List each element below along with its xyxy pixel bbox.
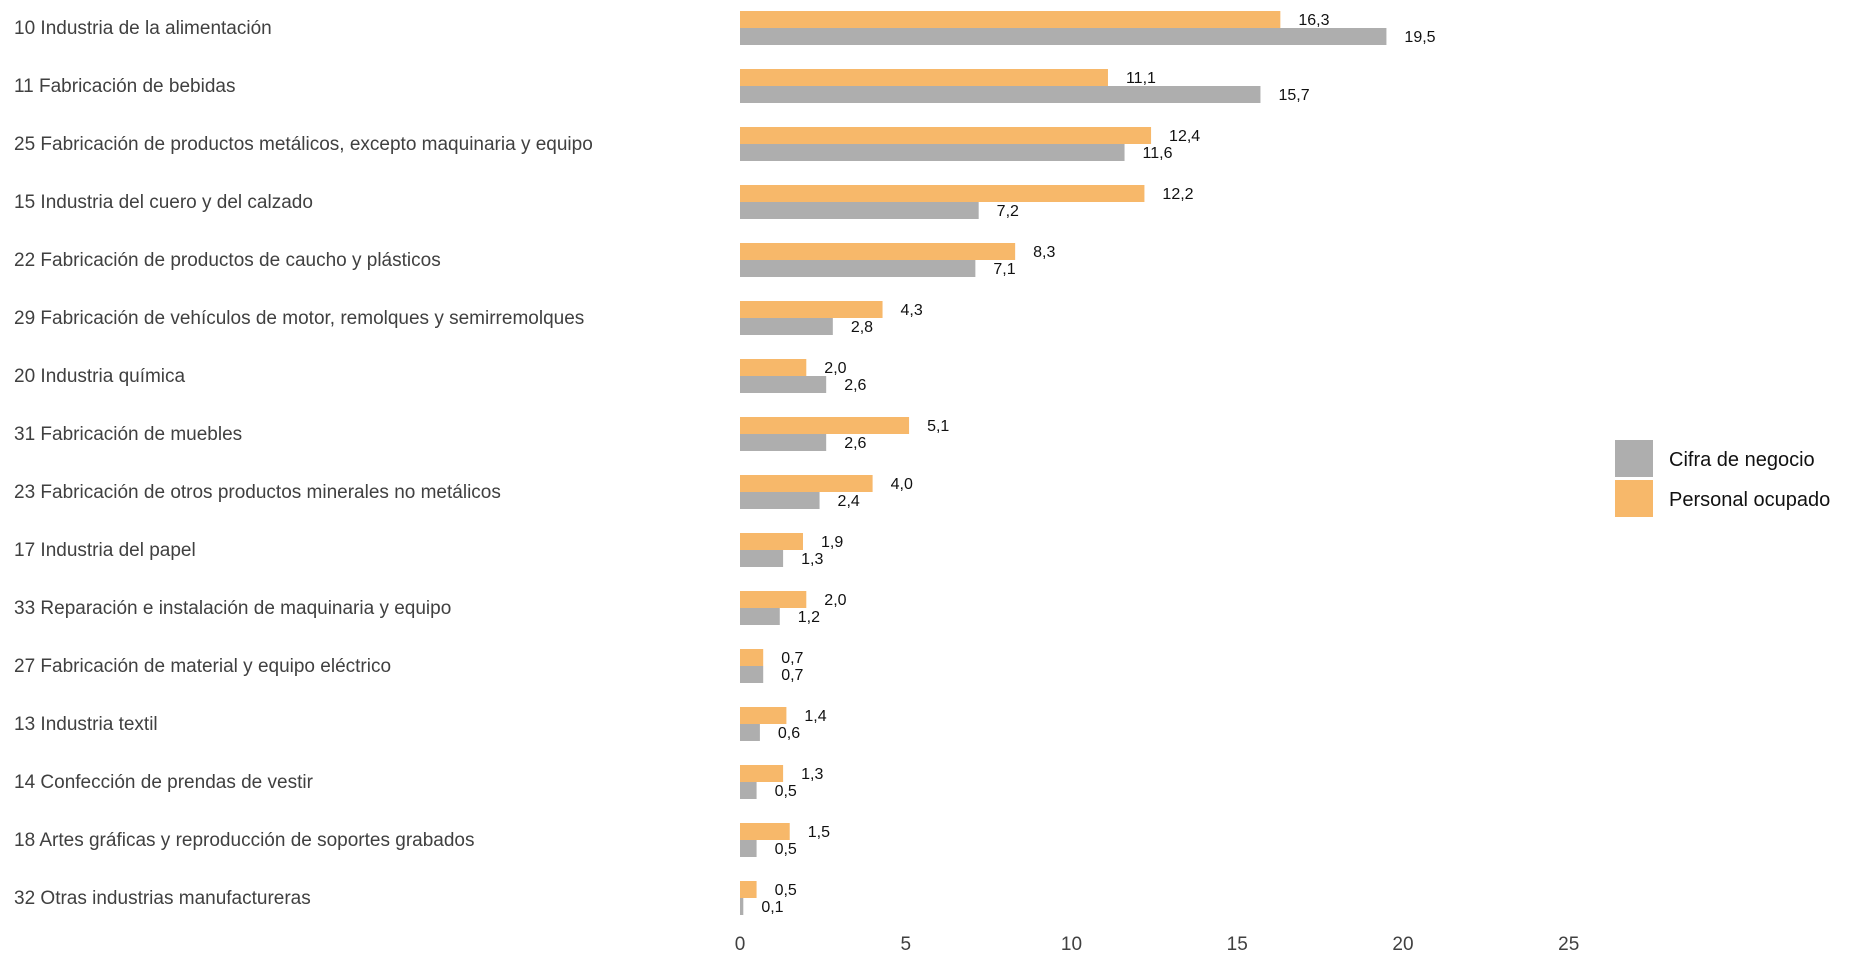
bar-personal-ocupado: [740, 359, 807, 376]
legend: Cifra de negocio Personal ocupado: [1615, 440, 1830, 517]
value-label-cifra-de-negocio: 0,5: [775, 783, 797, 800]
value-labels: 16,3 19,5 11,1 15,7 12,411,6 12,2 7,2 8,3 7,1 4,3…: [761, 12, 1435, 916]
value-label-cifra-de-negocio: 2,6: [844, 435, 866, 452]
value-label-personal-ocupado: 1,3: [801, 766, 823, 783]
bar-personal-ocupado: [740, 533, 803, 550]
bar-cifra-de-negocio: [740, 608, 780, 625]
category-label: 22 Fabricación de productos de caucho y …: [14, 250, 441, 271]
value-label-personal-ocupado: 1,4: [804, 708, 826, 725]
category-label: 15 Industria del cuero y del calzado: [14, 192, 313, 213]
x-tick-label: 25: [1558, 934, 1579, 955]
value-label-cifra-de-negocio: 1,3: [801, 551, 823, 568]
bar-personal-ocupado: [740, 417, 910, 434]
value-label-personal-ocupado: 0,7: [781, 650, 803, 667]
category-label: 18 Artes gráficas y reproducción de sopo…: [14, 830, 475, 851]
value-label-cifra-de-negocio: 15,7: [1278, 87, 1309, 104]
bar-cifra-de-negocio: [740, 492, 820, 509]
value-label-cifra-de-negocio: 19,5: [1404, 29, 1435, 46]
bar-personal-ocupado: [740, 649, 764, 666]
value-label-personal-ocupado: 2,0: [824, 592, 846, 609]
value-label-cifra-de-negocio: 2,6: [844, 377, 866, 394]
bar-personal-ocupado: [740, 765, 784, 782]
bar-personal-ocupado: [740, 823, 790, 840]
value-label-personal-ocupado: 11,1: [1126, 70, 1156, 87]
category-label: 11 Fabricación de bebidas: [14, 76, 235, 97]
legend-label: Cifra de negocio: [1669, 449, 1815, 471]
bar-cifra-de-negocio: [740, 550, 784, 567]
bar-personal-ocupado: [740, 185, 1145, 202]
value-label-cifra-de-negocio: 1,2: [798, 609, 820, 626]
value-label-cifra-de-negocio: 7,1: [993, 261, 1015, 278]
category-label: 23 Fabricación de otros productos minera…: [14, 482, 501, 503]
category-label: 33 Reparación e instalación de maquinari…: [14, 598, 451, 619]
category-labels: 10 Industria de la alimentación 11 Fabric…: [14, 18, 593, 909]
x-tick-label: 0: [735, 934, 746, 955]
bar-personal-ocupado: [740, 301, 883, 318]
bar-personal-ocupado: [740, 591, 807, 608]
value-label-cifra-de-negocio: 2,4: [838, 493, 860, 510]
value-label-personal-ocupado: 1,5: [808, 824, 830, 841]
category-label: 17 Industria del papel: [14, 540, 196, 561]
bar-personal-ocupado: [740, 243, 1016, 260]
bar-personal-ocupado: [740, 475, 873, 492]
bar-cifra-de-negocio: [740, 666, 764, 683]
value-label-personal-ocupado: 4,0: [891, 476, 913, 493]
bar-cifra-de-negocio: [740, 376, 827, 393]
value-label-cifra-de-negocio: 11,6: [1143, 145, 1173, 162]
legend-swatch: [1615, 440, 1653, 477]
value-label-personal-ocupado: 0,5: [775, 882, 797, 899]
value-label-personal-ocupado: 8,3: [1033, 244, 1055, 261]
category-label: 25 Fabricación de productos metálicos, e…: [14, 134, 593, 155]
value-label-personal-ocupado: 12,2: [1162, 186, 1193, 203]
category-label: 20 Industria química: [14, 366, 186, 387]
bar-cifra-de-negocio: [740, 724, 760, 741]
value-label-cifra-de-negocio: 0,7: [781, 667, 803, 684]
value-label-personal-ocupado: 16,3: [1298, 12, 1329, 29]
bar-cifra-de-negocio: [740, 28, 1387, 45]
bar-cifra-de-negocio: [740, 318, 833, 335]
x-tick-label: 15: [1227, 934, 1248, 955]
x-tick-label: 10: [1061, 934, 1082, 955]
category-label: 32 Otras industrias manufactureras: [14, 888, 311, 909]
category-label: 27 Fabricación de material y equipo eléc…: [14, 656, 391, 677]
bar-cifra-de-negocio: [740, 782, 757, 799]
value-label-personal-ocupado: 1,9: [821, 534, 843, 551]
bar-cifra-de-negocio: [740, 260, 976, 277]
bar-personal-ocupado: [740, 881, 757, 898]
category-label: 10 Industria de la alimentación: [14, 18, 272, 39]
category-label: 31 Fabricación de muebles: [14, 424, 242, 445]
value-label-cifra-de-negocio: 7,2: [997, 203, 1019, 220]
value-label-personal-ocupado: 4,3: [901, 302, 923, 319]
bar-cifra-de-negocio: [740, 840, 757, 857]
bar-personal-ocupado: [740, 707, 787, 724]
value-label-cifra-de-negocio: 0,6: [778, 725, 800, 742]
x-tick-label: 5: [900, 934, 911, 955]
category-label: 13 Industria textil: [14, 714, 158, 735]
bar-cifra-de-negocio: [740, 202, 979, 219]
bar-cifra-de-negocio: [740, 434, 827, 451]
value-label-personal-ocupado: 2,0: [824, 360, 846, 377]
bar-cifra-de-negocio: [740, 898, 744, 915]
category-label: 29 Fabricación de vehículos de motor, re…: [14, 308, 584, 329]
x-tick-label: 20: [1392, 934, 1413, 955]
x-axis: 0 5 10 15 20 25: [735, 934, 1580, 955]
bar-personal-ocupado: [740, 127, 1152, 144]
bar-cifra-de-negocio: [740, 86, 1261, 103]
value-label-cifra-de-negocio: 0,1: [761, 899, 783, 916]
legend-swatch: [1615, 480, 1653, 517]
bar-personal-ocupado: [740, 69, 1108, 86]
legend-label: Personal ocupado: [1669, 489, 1830, 511]
value-label-personal-ocupado: 12,4: [1169, 128, 1200, 145]
value-label-personal-ocupado: 5,1: [927, 418, 949, 435]
value-label-cifra-de-negocio: 2,8: [851, 319, 873, 336]
bars: [740, 11, 1387, 915]
value-label-cifra-de-negocio: 0,5: [775, 841, 797, 858]
bar-cifra-de-negocio: [740, 144, 1125, 161]
category-label: 14 Confección de prendas de vestir: [14, 772, 314, 793]
bar-personal-ocupado: [740, 11, 1281, 28]
